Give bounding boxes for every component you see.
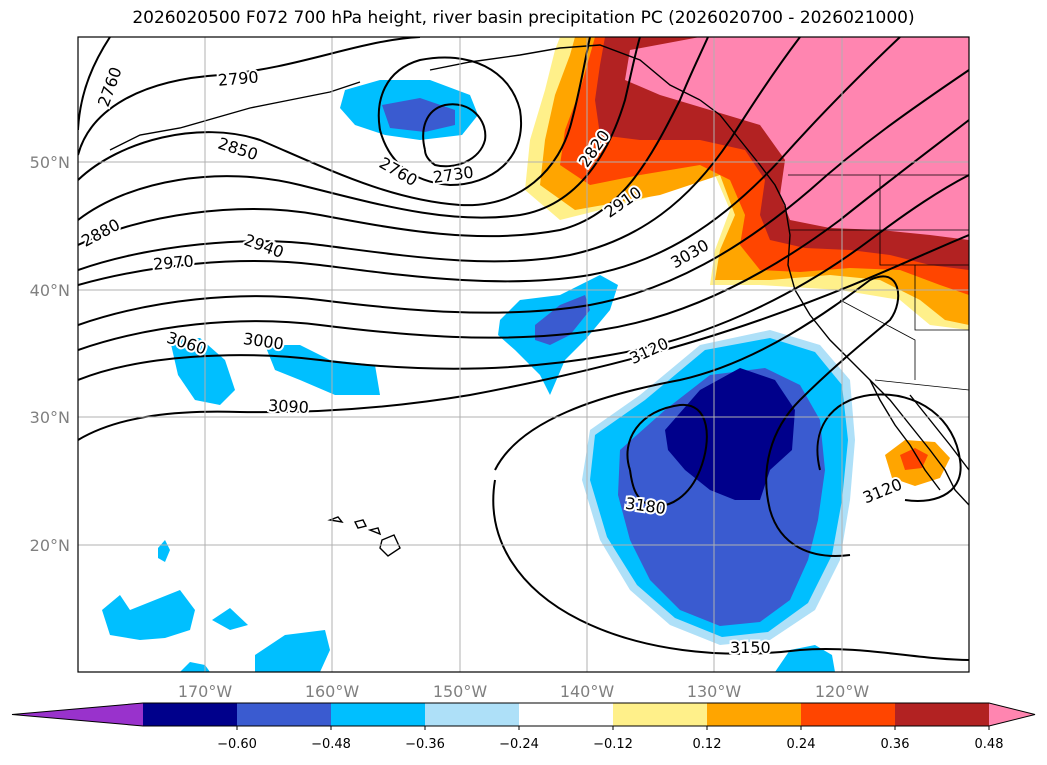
lon-tick-label: 140°W	[560, 682, 615, 701]
lon-tick-label: 130°W	[687, 682, 742, 701]
shading-negative-sw2	[212, 608, 248, 630]
colorbar-extend-min	[12, 703, 143, 726]
contour-label: 3090	[268, 396, 310, 417]
coast-alaska-south	[429, 44, 701, 101]
contour-2850	[78, 37, 591, 207]
longitude-labels: 170°W 160°W 150°W 140°W 130°W 120°W	[178, 682, 870, 701]
contour-2880	[78, 37, 641, 221]
colorbar-tick-label: −0.24	[499, 737, 539, 752]
colorbar-tick-label: −0.60	[217, 737, 257, 752]
shading-positive-pink	[625, 37, 969, 240]
colorbar-segment	[613, 703, 708, 726]
lon-tick-label: 150°W	[433, 682, 488, 701]
contour-2760-low	[377, 56, 523, 187]
colorbar-tick-label: 0.12	[693, 737, 722, 752]
colorbar-segment	[331, 703, 426, 726]
colorbar-tick-label: 0.36	[881, 737, 910, 752]
colorbar-segment	[425, 703, 520, 726]
coast-alaska-aleutians	[109, 81, 361, 151]
colorbar-segment	[237, 703, 332, 726]
border-state-3	[839, 299, 916, 380]
contour-label: 3000	[242, 329, 285, 353]
colorbar-tick-label: −0.12	[593, 737, 633, 752]
colorbar-tick-label: 0.24	[787, 737, 816, 752]
lon-tick-label: 170°W	[178, 682, 233, 701]
border-state-4	[914, 265, 969, 331]
coast-bc-wa-or-ca	[699, 99, 969, 506]
lat-tick-label: 20°N	[30, 536, 70, 555]
contour-3180	[626, 403, 708, 507]
shading-negative-sw1	[102, 590, 195, 640]
contour-3000	[78, 69, 969, 326]
colorbar-tick-label: −0.48	[311, 737, 351, 752]
colorbar-tick-label: −0.36	[405, 737, 445, 752]
border-us-mexico	[874, 379, 969, 391]
coast-gulf-california	[909, 394, 969, 471]
grid-lines	[78, 37, 969, 672]
colorbar-segment	[519, 703, 614, 726]
map-title: 2026020500 F072 700 hPa height, river ba…	[132, 8, 915, 28]
contour-2970	[78, 37, 901, 286]
contour-3150	[492, 479, 969, 661]
hawaii-islands	[327, 516, 401, 557]
border-state-2	[879, 175, 969, 266]
shading-negative-alaska-inner	[382, 98, 455, 132]
colorbar: −0.60 −0.48 −0.36 −0.24 −0.12 0.12 0.24 0.36 0.4…	[11, 702, 1036, 752]
contour-3120-main	[494, 275, 900, 557]
shading-negative-sw3	[255, 630, 330, 672]
coastlines	[109, 44, 969, 506]
colorbar-outline	[11, 702, 1036, 727]
lat-tick-label: 40°N	[30, 281, 70, 300]
contour-label: 3150	[730, 638, 771, 657]
lat-tick-label: 30°N	[30, 408, 70, 427]
contour-2910	[78, 37, 709, 246]
colorbar-segment	[143, 703, 238, 726]
contour-label: 2970	[152, 251, 194, 273]
lat-tick-label: 50°N	[30, 153, 70, 172]
shading-negative-navy	[665, 368, 795, 500]
map-frame	[77, 36, 970, 673]
contour-3090	[78, 234, 969, 441]
contour-2940	[78, 37, 801, 271]
colorbar-segment	[801, 703, 896, 726]
height-contours	[78, 37, 969, 661]
lon-tick-label: 120°W	[815, 682, 870, 701]
contour-3120-east	[816, 393, 962, 502]
colorbar-segment	[895, 703, 990, 726]
colorbar-tick-label: 0.48	[975, 737, 1004, 752]
contour-label: 2790	[217, 67, 259, 89]
colorbar-segment	[707, 703, 802, 726]
contour-2760-west	[78, 37, 111, 131]
latitude-labels: 50°N 40°N 30°N 20°N	[30, 153, 70, 555]
political-borders	[788, 174, 969, 391]
lon-tick-label: 160°W	[305, 682, 360, 701]
contour-2790	[78, 37, 421, 156]
colorbar-extend-max	[989, 703, 1035, 726]
contour-3060	[78, 174, 969, 381]
shading-negative-sw4	[180, 662, 210, 672]
contour-3030	[78, 119, 969, 351]
coast-baja	[869, 379, 941, 491]
contour-2730	[422, 103, 487, 168]
